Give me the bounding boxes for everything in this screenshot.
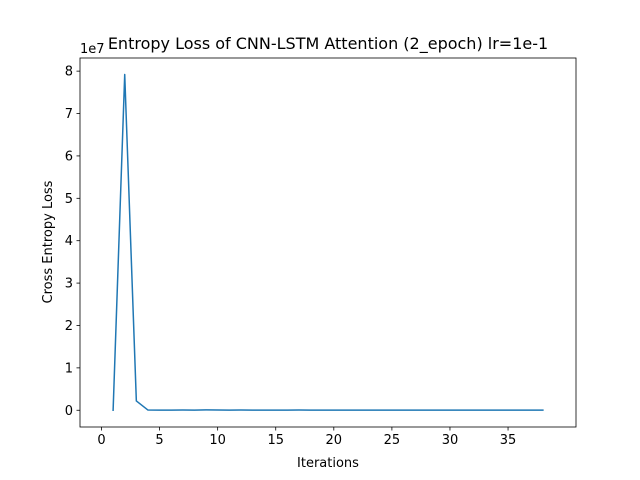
y-tick-label: 4 — [65, 234, 73, 249]
y-tick-label: 1 — [65, 361, 73, 376]
y-tick-label: 8 — [65, 65, 73, 80]
x-tick-label: 0 — [97, 433, 105, 448]
y-tick-label: 7 — [65, 107, 73, 122]
y-offset-label: 1e7 — [80, 42, 105, 57]
chart-title: Entropy Loss of CNN-LSTM Attention (2_ep… — [108, 34, 548, 54]
y-tick-label: 3 — [65, 277, 73, 292]
y-tick-label: 6 — [65, 149, 73, 164]
x-tick-label: 15 — [267, 433, 284, 448]
x-tick-label: 25 — [384, 433, 401, 448]
x-tick-label: 10 — [209, 433, 226, 448]
series-line-0 — [112, 73, 544, 412]
y-axis-title: Cross Entropy Loss — [41, 180, 56, 303]
x-tick-label: 30 — [442, 433, 459, 448]
x-tick-label: 20 — [326, 433, 343, 448]
y-tick-label: 2 — [65, 319, 73, 334]
x-tick-label: 5 — [155, 433, 163, 448]
x-tick-label: 35 — [500, 433, 517, 448]
plot-area: 0 5 10 15 20 25 30 35 0 1 2 3 4 5 6 7 8 — [65, 57, 577, 448]
y-tick-label: 0 — [65, 404, 73, 419]
y-tick-label: 5 — [65, 192, 73, 207]
axes-frame — [79, 57, 577, 428]
x-axis-title: Iterations — [297, 456, 359, 471]
